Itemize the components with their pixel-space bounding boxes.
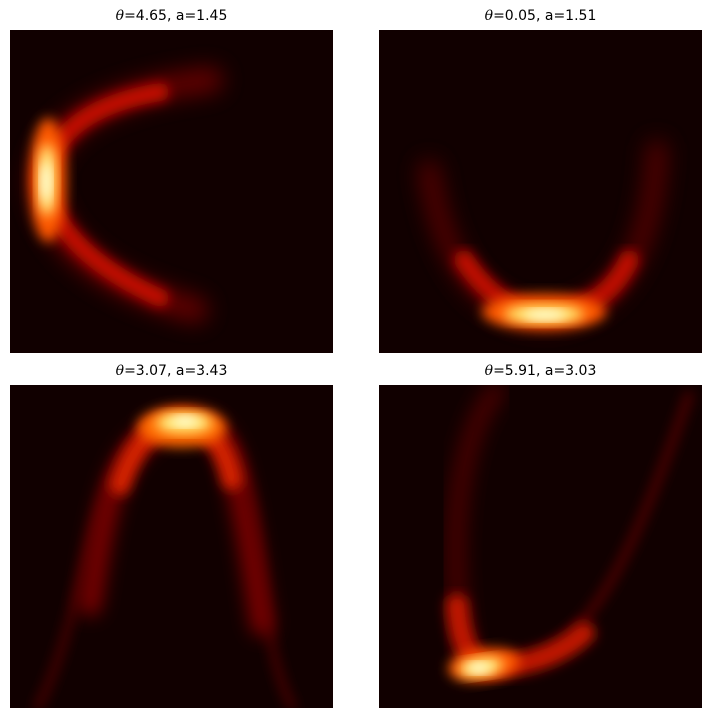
panel-2-density [419, 140, 667, 330]
panel-4-title: θ=5.91, a=3.03 [484, 363, 597, 379]
panel-1-peak-core [41, 162, 51, 202]
panel-1-title: θ=4.65, a=1.45 [115, 8, 228, 24]
panel-4-heatmap [379, 385, 702, 708]
panel-4-peak-core [468, 663, 490, 673]
panel-4-density [446, 385, 693, 682]
panel-2-title: θ=0.05, a=1.51 [484, 8, 597, 24]
panel-2-heatmap [379, 30, 702, 353]
panel-3-peak-core [171, 416, 199, 426]
panel-1-heatmap [10, 30, 333, 353]
panel-3-heatmap [10, 385, 333, 708]
panel-2-peak-core [523, 310, 567, 320]
panel-1-density [28, 67, 223, 323]
panel-3-title: θ=3.07, a=3.43 [115, 363, 228, 379]
panel-3-density [34, 407, 296, 708]
